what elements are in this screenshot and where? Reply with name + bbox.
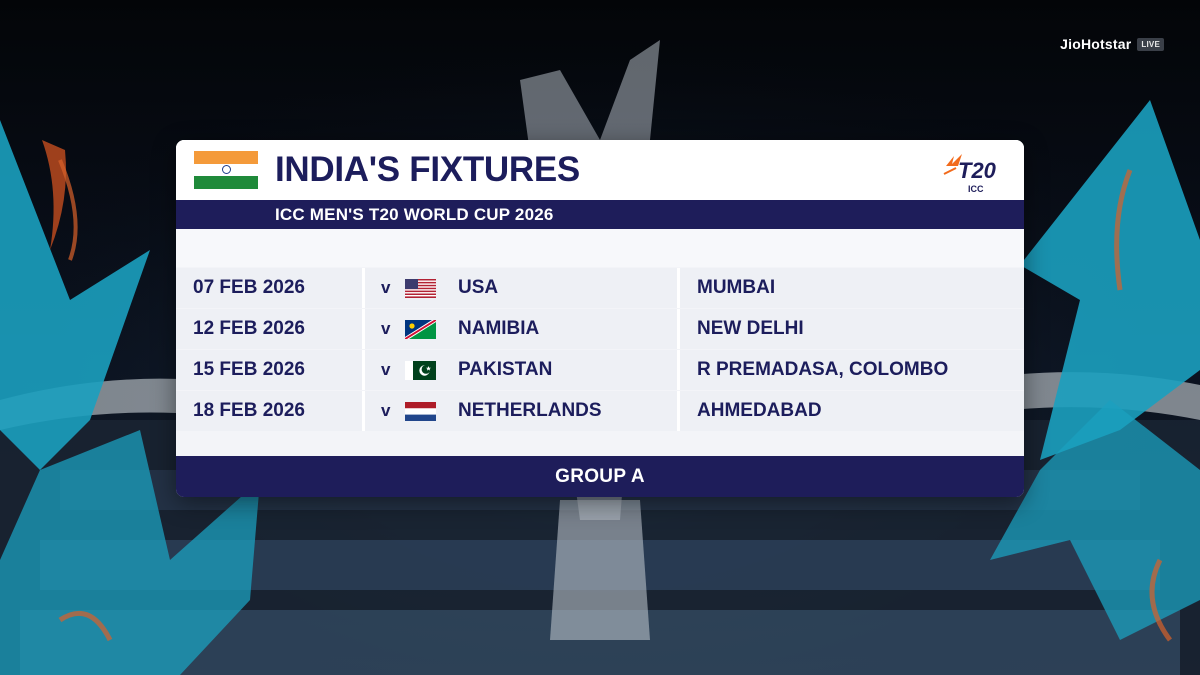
card-header: INDIA'S FIXTURES T20 ICC [176,140,1024,200]
fixture-date: 15 FEB 2026 [176,350,365,390]
fixtures-card: INDIA'S FIXTURES T20 ICC ICC MEN'S T20 W… [176,140,1024,497]
versus-label: v [381,360,391,379]
fixtures-table: 07 FEB 2026 v USA MUMBAI 1 [176,268,1024,432]
table-row: 12 FEB 2026 v NAMIBIA NEW DELHI [176,309,1024,349]
versus-label: v [381,278,391,297]
fixture-venue: R PREMADASA, COLOMBO [697,359,949,380]
fixture-date: 18 FEB 2026 [176,391,365,431]
header-spacer [176,229,1024,267]
versus-label: v [381,319,391,338]
netherlands-flag-icon [405,401,436,421]
svg-text:T20: T20 [958,158,997,183]
svg-text:ICC: ICC [968,184,984,194]
opponent-name: PAKISTAN [458,359,553,380]
table-row: 18 FEB 2026 v NETHERLANDS AHMEDABAD [176,391,1024,431]
fixture-date: 07 FEB 2026 [176,268,365,308]
icc-t20-logo: T20 ICC [943,154,997,194]
fixture-opponent-cell: v PAKISTAN [365,350,680,390]
fixture-venue: MUMBAI [697,277,776,298]
page-title: INDIA'S FIXTURES [275,150,580,189]
group-footer: GROUP A [176,456,1024,497]
opponent-name: USA [458,277,499,298]
subtitle-bar: ICC MEN'S T20 WORLD CUP 2026 [176,200,1024,229]
fixture-venue: AHMEDABAD [697,400,822,421]
group-label: GROUP A [555,465,645,487]
usa-flag-icon [405,278,436,298]
subtitle: ICC MEN'S T20 WORLD CUP 2026 [275,205,554,224]
broadcaster-name: JioHotstar [1060,36,1132,52]
opponent-name: NETHERLANDS [458,400,602,421]
opponent-name: NAMIBIA [458,318,540,339]
live-badge: LIVE [1137,37,1164,51]
namibia-flag-icon [405,319,436,339]
table-row: 15 FEB 2026 v PAKISTAN R PREMADASA, COLO… [176,350,1024,390]
pakistan-flag-icon [405,360,436,380]
table-row: 07 FEB 2026 v USA MUMBAI [176,268,1024,308]
fixture-opponent-cell: v NAMIBIA [365,309,680,349]
fixture-date: 12 FEB 2026 [176,309,365,349]
fixture-opponent-cell: v USA [365,268,680,308]
fixture-opponent-cell: v NETHERLANDS [365,391,680,431]
broadcaster-watermark: JioHotstar LIVE [1060,36,1164,52]
fixture-venue: NEW DELHI [697,318,804,339]
india-flag-icon [194,151,258,190]
versus-label: v [381,401,391,420]
